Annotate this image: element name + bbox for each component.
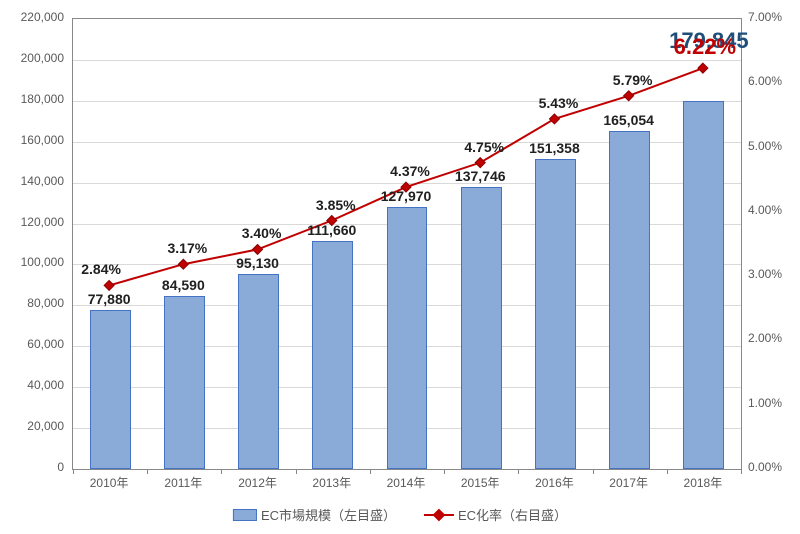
y-axis-right-label: 3.00% [748,267,782,281]
line-value-label: 3.17% [167,240,207,256]
gridline [73,101,741,102]
line-value-label: 5.43% [539,95,579,111]
x-axis-label: 2016年 [517,474,591,491]
y-axis-left-label: 140,000 [0,174,64,188]
gridline [73,60,741,61]
legend-marker [433,508,446,521]
y-axis-right-label: 0.00% [748,460,782,474]
bar [164,296,205,469]
legend-item: EC化率（右目盛） [424,505,567,524]
y-axis-left-label: 180,000 [0,92,64,106]
bar-value-label: 84,590 [162,277,205,293]
y-axis-right-label: 2.00% [748,331,782,345]
bar-value-label: 95,130 [236,255,279,271]
bar [609,131,650,469]
y-axis-right-label: 6.00% [748,74,782,88]
line-value-label: 6.22% [674,34,736,60]
chart-container: EC市場規模（左目盛） EC化率（右目盛） 0 20,000 40,000 60,000… [0,0,800,534]
y-axis-left-label: 60,000 [0,337,64,351]
y-axis-left-label: 200,000 [0,51,64,65]
y-axis-left-label: 160,000 [0,133,64,147]
x-axis-label: 2011年 [146,474,220,491]
y-axis-right-label: 1.00% [748,396,782,410]
bar [683,101,724,469]
x-axis-label: 2012年 [220,474,294,491]
x-axis-label: 2014年 [369,474,443,491]
legend-label: EC化率（右目盛） [458,505,567,524]
x-axis-label: 2015年 [443,474,517,491]
bar-value-label: 111,660 [307,222,356,238]
y-axis-right-label: 4.00% [748,203,782,217]
bar-value-label: 165,054 [603,112,654,128]
line-value-label: 5.79% [613,72,653,88]
bar-value-label: 77,880 [88,291,131,307]
y-axis-left-label: 20,000 [0,419,64,433]
legend-label: EC市場規模（左目盛） [261,505,396,524]
legend-swatch [233,509,257,521]
x-axis-label: 2013年 [295,474,369,491]
bar-value-label: 127,970 [381,188,432,204]
bar [90,310,131,469]
y-axis-left-label: 220,000 [0,10,64,24]
bar [312,241,353,469]
line-value-label: 2.84% [81,261,121,277]
bar-value-label: 151,358 [529,140,580,156]
y-axis-left-label: 80,000 [0,296,64,310]
y-axis-left-label: 40,000 [0,378,64,392]
line-value-label: 3.40% [242,225,282,241]
y-axis-right-label: 7.00% [748,10,782,24]
bar [535,159,576,469]
y-axis-left-label: 0 [0,460,64,474]
bar [238,274,279,469]
line-value-label: 4.37% [390,163,430,179]
y-axis-left-label: 100,000 [0,255,64,269]
y-axis-left-label: 120,000 [0,215,64,229]
y-axis-right-label: 5.00% [748,139,782,153]
x-axis-label: 2010年 [72,474,146,491]
legend: EC市場規模（左目盛） EC化率（右目盛） [233,505,567,524]
x-axis-label: 2018年 [666,474,740,491]
x-axis-label: 2017年 [592,474,666,491]
x-tick [741,469,742,474]
legend-item: EC市場規模（左目盛） [233,505,396,524]
bar-value-label: 137,746 [455,168,506,184]
line-value-label: 4.75% [464,139,504,155]
line-value-label: 3.85% [316,197,356,213]
bar [461,187,502,469]
legend-line-swatch [424,514,454,516]
bar [387,207,428,469]
